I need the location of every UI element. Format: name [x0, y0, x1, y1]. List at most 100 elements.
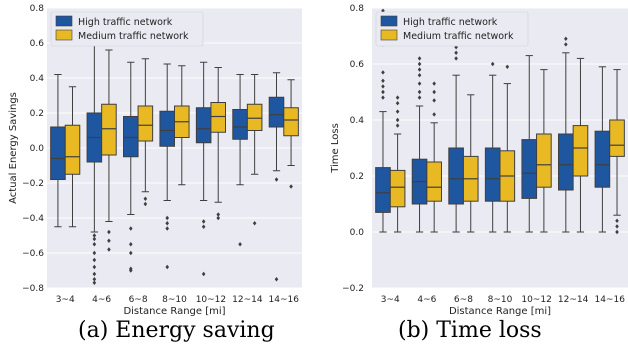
- outlier-point: [432, 112, 436, 117]
- outlier-point: [201, 219, 206, 224]
- outlier-point: [395, 101, 400, 106]
- x-tick-label: 8~10: [488, 295, 513, 305]
- outlier-point: [454, 56, 458, 61]
- outlier-point: [143, 196, 148, 201]
- outlier-point: [615, 229, 619, 235]
- x-tick-label: 14~16: [594, 295, 625, 305]
- x-tick-label: 12~14: [558, 295, 589, 305]
- legend: High traffic network Medium traffic netwo…: [375, 11, 529, 47]
- outlier-point: [165, 221, 170, 226]
- outlier-point: [92, 271, 97, 277]
- y-tick-label: 0.2: [30, 109, 44, 119]
- y-tick-label: −0.2: [22, 179, 44, 189]
- y-tick-label: 0.8: [30, 4, 45, 14]
- legend-label: High traffic network: [403, 17, 498, 28]
- y-tick-label: 0.4: [350, 116, 365, 126]
- x-axis-label: Distance Range [mi]: [123, 306, 225, 317]
- y-tick-label: 0.2: [350, 172, 364, 182]
- outlier-point: [252, 221, 257, 226]
- outlier-point: [128, 268, 133, 273]
- box: [536, 133, 552, 188]
- outlier-point: [381, 78, 385, 83]
- outlier-point: [417, 89, 422, 95]
- legend-frame: [375, 11, 529, 47]
- outlier-point: [201, 271, 206, 277]
- box: [426, 161, 442, 202]
- box: [123, 116, 139, 158]
- outlier-point: [216, 212, 221, 217]
- outlier-point: [381, 84, 385, 89]
- box: [232, 109, 248, 140]
- y-tick-label: 0.6: [350, 60, 365, 70]
- legend-swatch: [380, 15, 398, 27]
- box: [101, 103, 117, 156]
- legend: High traffic network Medium traffic netwo…: [50, 11, 204, 47]
- outlier-point: [107, 247, 111, 252]
- outlier-point: [381, 95, 385, 100]
- outlier-point: [417, 56, 422, 61]
- outlier-point: [128, 242, 133, 247]
- box: [389, 169, 406, 208]
- x-tick-label: 3~4: [381, 295, 400, 305]
- x-tick-label: 3~4: [56, 295, 75, 305]
- outlier-point: [92, 236, 97, 242]
- outlier-point: [395, 95, 400, 100]
- box: [64, 124, 81, 175]
- box: [210, 102, 227, 133]
- box: [521, 139, 538, 199]
- x-tick-label: 6~8: [129, 295, 148, 305]
- outlier-point: [289, 184, 293, 189]
- legend-label: Medium traffic network: [78, 31, 189, 42]
- outlier-point: [395, 123, 400, 128]
- box: [375, 167, 391, 213]
- legend-swatch: [55, 15, 73, 27]
- box: [268, 96, 285, 128]
- y-tick-label: 0.8: [350, 4, 365, 14]
- plot-marks: [375, 8, 625, 235]
- box: [246, 103, 263, 131]
- caption-time-loss: (b) Time loss: [398, 318, 542, 343]
- y-tick-label: −0.6: [22, 249, 44, 259]
- outlier-point: [107, 238, 111, 243]
- outlier-point: [92, 233, 97, 238]
- outlier-point: [381, 89, 385, 95]
- box: [594, 130, 611, 188]
- box: [609, 119, 625, 157]
- y-tick-label: 0.0: [350, 228, 365, 238]
- outlier-point: [395, 109, 400, 114]
- x-tick-label: 4~6: [417, 295, 436, 305]
- box: [283, 107, 299, 137]
- outlier-point: [417, 61, 422, 67]
- box: [448, 147, 464, 205]
- x-tick-label: 12~14: [232, 295, 263, 305]
- caption-energy-saving: (a) Energy saving: [78, 318, 275, 343]
- box: [572, 125, 589, 177]
- x-tick-label: 10~12: [196, 295, 226, 305]
- outlier-point: [128, 226, 133, 231]
- outlier-point: [216, 215, 221, 221]
- outlier-point: [165, 264, 170, 270]
- outlier-point: [417, 67, 422, 72]
- outlier-point: [417, 81, 422, 86]
- y-tick-label: 0.6: [30, 39, 45, 49]
- outlier-point: [92, 264, 97, 270]
- outlier-point: [564, 42, 568, 47]
- outlier-point: [92, 277, 97, 282]
- outlier-point: [615, 218, 619, 223]
- outlier-point: [92, 250, 97, 256]
- x-tick-label: 10~12: [521, 295, 551, 305]
- x-tick-label: 6~8: [454, 295, 473, 305]
- y-axis-label: Actual Energy Savings: [8, 92, 19, 204]
- outlier-point: [201, 224, 206, 229]
- outlier-point: [274, 277, 279, 282]
- box: [484, 147, 501, 202]
- outlier-point: [381, 70, 385, 75]
- outlier-point: [432, 89, 436, 95]
- box: [195, 107, 212, 144]
- legend-label: High traffic network: [78, 17, 173, 28]
- y-tick-label: 0.4: [30, 74, 45, 84]
- outlier-point: [274, 177, 279, 182]
- outlier-point: [92, 257, 97, 263]
- legend-frame: [50, 11, 204, 47]
